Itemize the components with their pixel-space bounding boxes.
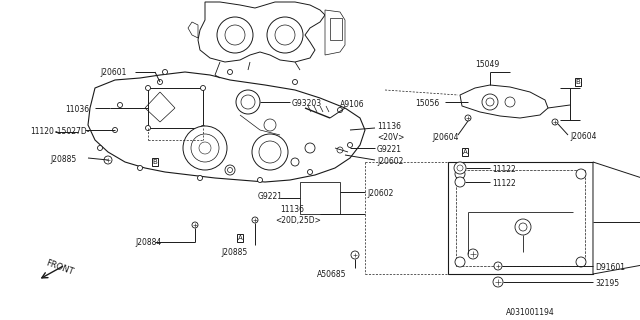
Text: J20604: J20604 (432, 133, 458, 142)
Circle shape (494, 262, 502, 270)
Circle shape (576, 257, 586, 267)
Circle shape (307, 170, 312, 174)
Circle shape (225, 165, 235, 175)
Text: 11122: 11122 (492, 165, 516, 174)
Polygon shape (460, 85, 548, 118)
Text: J20885: J20885 (222, 248, 248, 257)
Circle shape (113, 127, 118, 132)
Bar (448, 162, 593, 274)
Circle shape (337, 147, 343, 153)
Circle shape (305, 143, 315, 153)
Circle shape (348, 142, 353, 148)
Circle shape (292, 79, 298, 84)
Circle shape (252, 217, 258, 223)
Circle shape (465, 115, 471, 121)
Text: A: A (463, 149, 467, 155)
Circle shape (252, 134, 288, 170)
Text: 11136: 11136 (280, 205, 304, 214)
Circle shape (455, 169, 465, 179)
Text: G93203: G93203 (292, 99, 322, 108)
Text: 32195: 32195 (595, 279, 619, 288)
Bar (456, 170, 585, 266)
Circle shape (236, 90, 260, 114)
Text: 15056: 15056 (415, 99, 439, 108)
Text: -15027D-: -15027D- (55, 127, 90, 136)
Circle shape (457, 165, 463, 171)
Circle shape (455, 177, 465, 187)
Bar (330, 18, 342, 40)
Text: FRONT: FRONT (45, 258, 75, 276)
Circle shape (267, 17, 303, 53)
Text: A9106: A9106 (340, 100, 365, 109)
Text: J20885: J20885 (50, 155, 76, 164)
Text: J20602: J20602 (367, 189, 394, 198)
Text: 11122: 11122 (492, 179, 516, 188)
Circle shape (291, 158, 299, 166)
Text: 11036: 11036 (65, 105, 89, 114)
Circle shape (552, 119, 558, 125)
Circle shape (264, 119, 276, 131)
Circle shape (576, 169, 586, 179)
Polygon shape (198, 2, 325, 62)
Circle shape (157, 79, 163, 84)
Text: J20602: J20602 (377, 157, 403, 166)
Circle shape (227, 69, 232, 75)
Text: B: B (152, 159, 157, 165)
Text: G9221: G9221 (258, 192, 283, 201)
Circle shape (225, 25, 245, 45)
Text: D91601: D91601 (595, 263, 625, 272)
Text: 15049: 15049 (475, 60, 499, 69)
Circle shape (138, 165, 143, 171)
Circle shape (515, 219, 531, 235)
Circle shape (351, 251, 359, 259)
Circle shape (200, 125, 205, 131)
Polygon shape (188, 22, 198, 38)
Circle shape (505, 97, 515, 107)
Circle shape (118, 102, 122, 108)
Circle shape (198, 175, 202, 180)
Circle shape (145, 85, 150, 91)
Text: G9221: G9221 (377, 145, 402, 154)
Bar (300, 182, 340, 214)
Circle shape (200, 85, 205, 91)
Circle shape (199, 142, 211, 154)
Circle shape (519, 223, 527, 231)
Text: 11120: 11120 (30, 127, 54, 136)
Text: <20V>: <20V> (377, 133, 404, 142)
Text: A50685: A50685 (317, 270, 347, 279)
Circle shape (454, 162, 466, 174)
Text: J20604: J20604 (570, 132, 596, 141)
Polygon shape (325, 10, 345, 55)
Circle shape (259, 141, 281, 163)
Circle shape (468, 249, 478, 259)
Circle shape (257, 178, 262, 182)
Text: <20D,25D>: <20D,25D> (275, 216, 321, 225)
Circle shape (163, 69, 168, 75)
Circle shape (183, 126, 227, 170)
Circle shape (227, 167, 232, 172)
Circle shape (486, 98, 494, 106)
Circle shape (217, 17, 253, 53)
Circle shape (104, 156, 112, 164)
Circle shape (482, 94, 498, 110)
Circle shape (97, 146, 102, 150)
Circle shape (493, 277, 503, 287)
Text: J20601: J20601 (100, 68, 126, 77)
Circle shape (455, 257, 465, 267)
Text: A: A (237, 235, 243, 241)
Circle shape (275, 25, 295, 45)
Circle shape (145, 125, 150, 131)
Text: J20884: J20884 (135, 238, 161, 247)
Text: B: B (575, 79, 580, 85)
Circle shape (191, 134, 219, 162)
Polygon shape (593, 162, 640, 274)
Text: 11136: 11136 (377, 122, 401, 131)
Circle shape (241, 95, 255, 109)
Polygon shape (88, 72, 365, 182)
Bar (148, 88, 203, 128)
Circle shape (192, 222, 198, 228)
Text: A031001194: A031001194 (506, 308, 554, 317)
Circle shape (337, 108, 342, 113)
